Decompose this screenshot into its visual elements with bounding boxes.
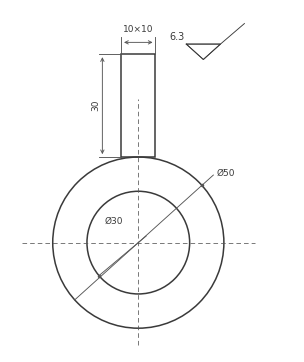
Polygon shape [186,44,220,59]
Text: 6.3: 6.3 [169,32,185,42]
Text: Ø50: Ø50 [217,169,235,178]
Text: 10×10: 10×10 [123,25,154,34]
Bar [121,54,155,157]
Text: 30: 30 [91,100,100,111]
Text: Ø30: Ø30 [104,216,123,226]
